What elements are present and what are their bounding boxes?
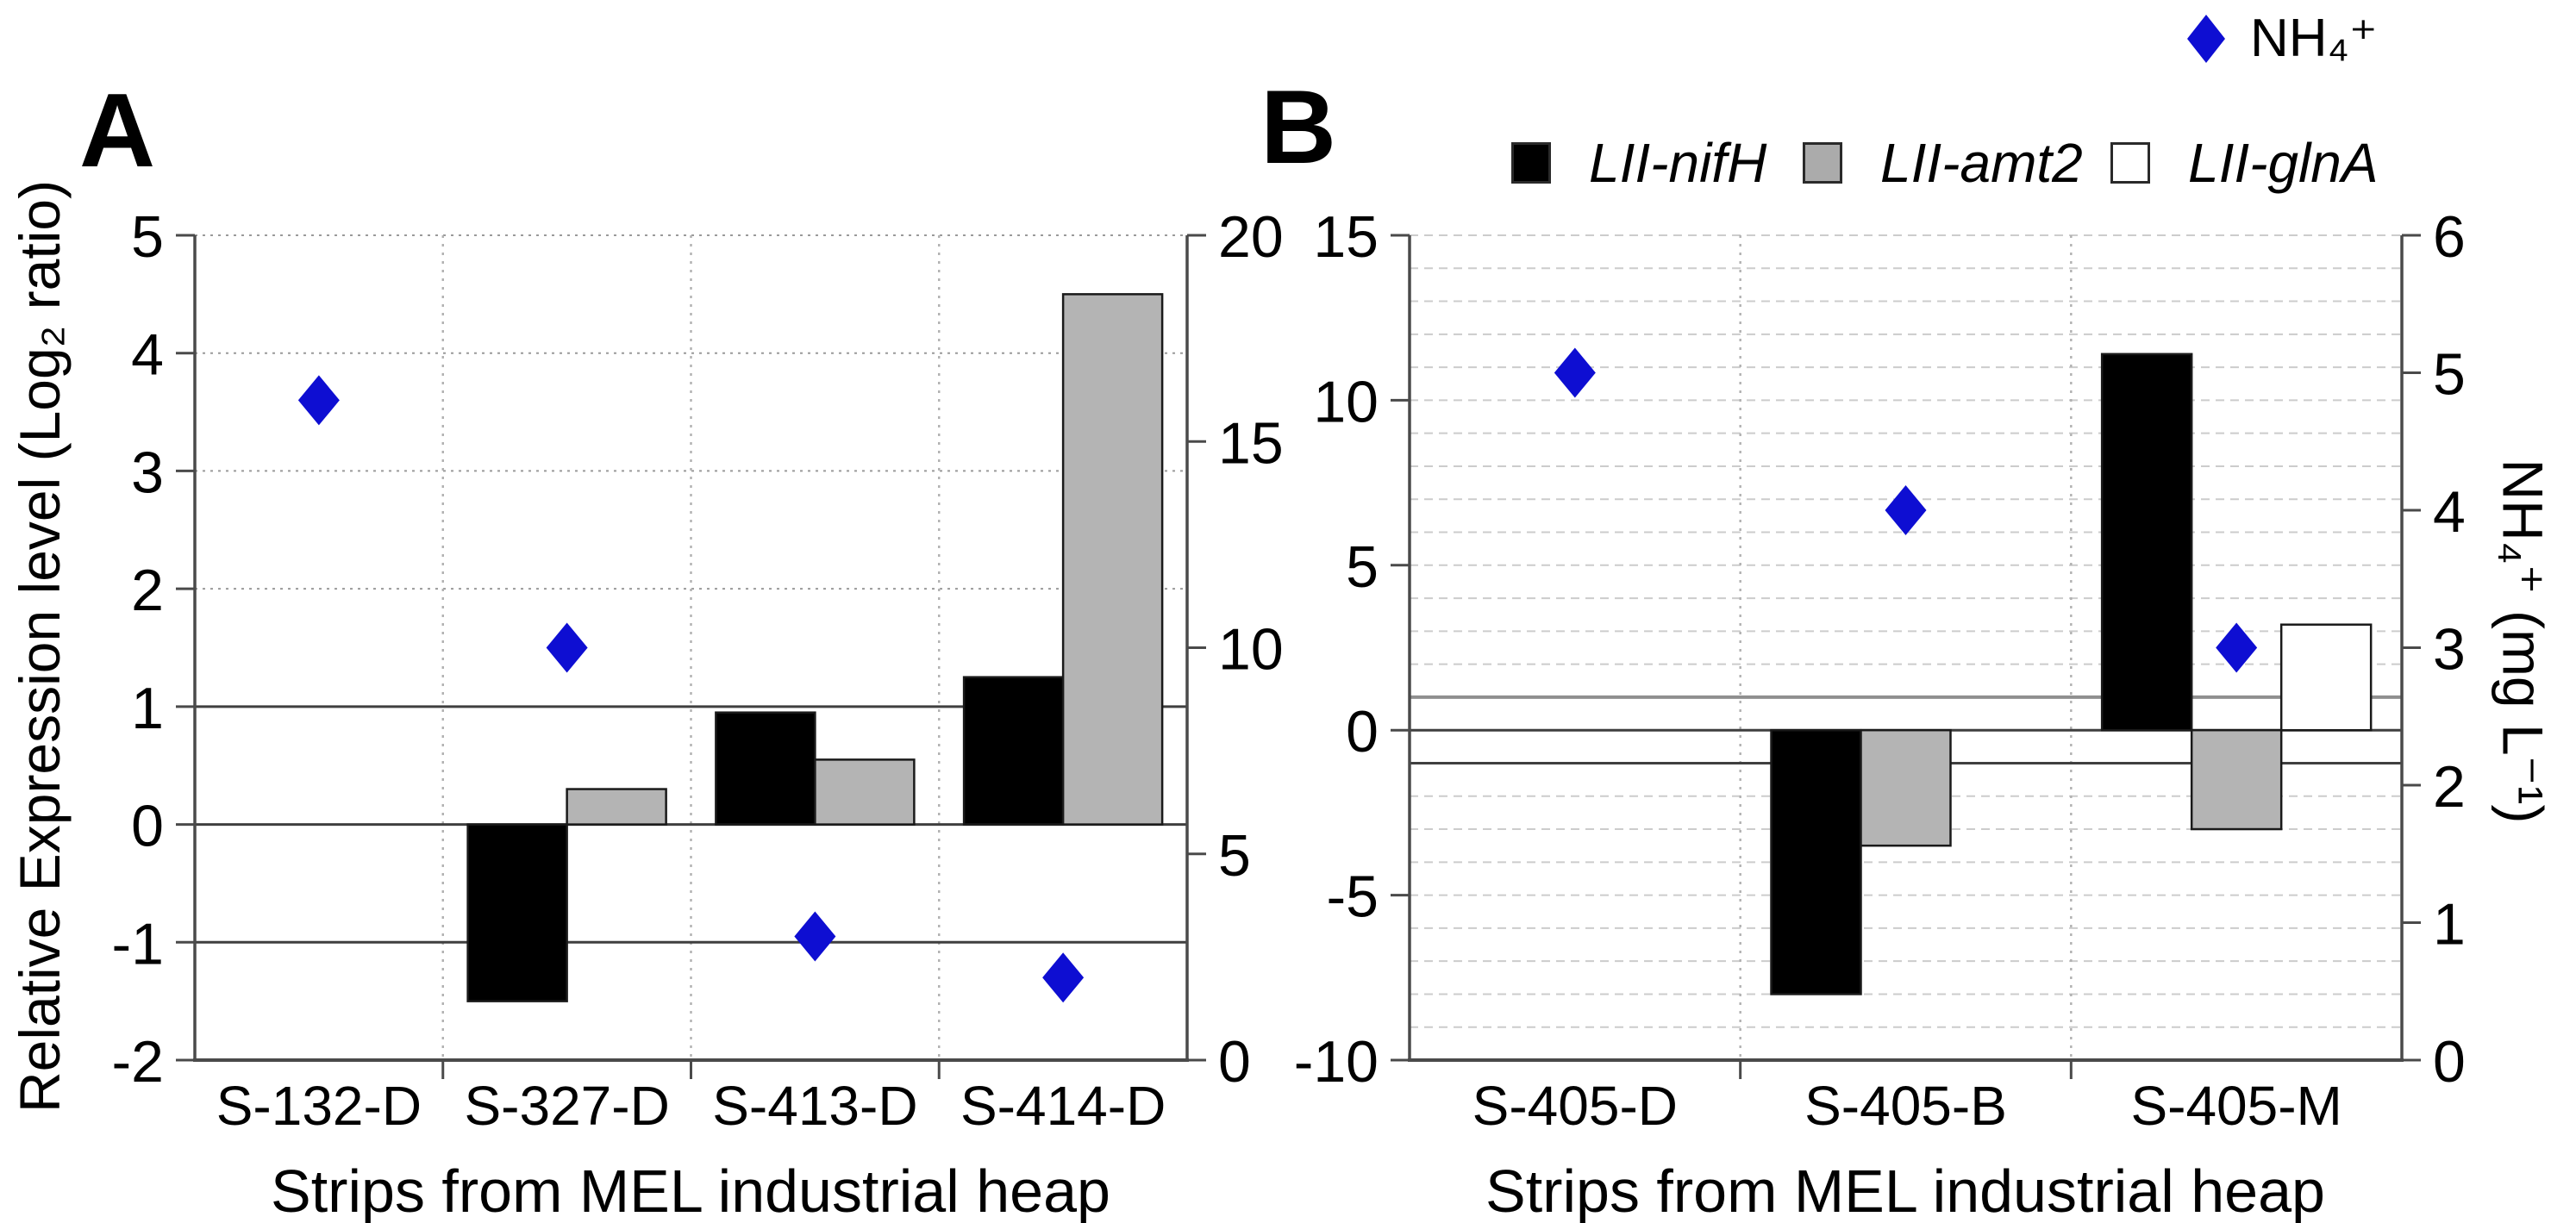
legend-nh4: NH₄⁺ [2185,12,2378,66]
left-tick-label: -5 [1327,864,1379,930]
left-tick-label: 2 [131,558,164,623]
bar-LII-amt2-S-413-D [814,758,916,826]
category-label-S-405-D: S-405-D [1472,1075,1678,1137]
category-label-S-327-D: S-327-D [464,1075,669,1137]
left-tick-label: 15 [1313,204,1379,270]
glna-swatch-icon [2110,142,2150,184]
legend-nh4-label: NH₄⁺ [2250,9,2378,68]
left-tick-label: 1 [131,676,164,741]
bar-LII-amt2-S-405-M [2190,728,2283,831]
right-tick-label: 10 [1218,617,1284,683]
right-tick-label: 5 [1218,823,1251,889]
nifh-swatch-icon [1511,142,1551,184]
x-axis-title-panel-b: Strips from MEL industrial heap [1485,1157,2325,1223]
bar-LII-nifH-S-413-D [715,711,816,826]
legend-item-glna: LII-glnA [2110,135,2379,190]
left-tick-label: 0 [131,794,164,859]
left-tick-label: 5 [131,204,164,270]
bar-LII-nifH-S-405-M [2100,353,2193,732]
bar-LII-amt2-S-405-B [1860,728,1952,847]
category-label-S-132-D: S-132-D [216,1075,422,1137]
amt2-swatch-icon [1803,142,1842,184]
bar-LII-nifH-S-327-D [466,823,568,1002]
nh4-point-S-405-M [2216,622,2258,673]
legend-nifh-label: LII-nifH [1589,132,1767,194]
right-tick-label: 2 [2433,754,2466,820]
nh4-point-S-405-D [1554,347,1596,398]
right-tick-label: 1 [2433,892,2466,958]
left-tick-label: -1 [112,911,164,977]
legend-glna-label: LII-glnA [2188,132,2379,194]
category-label-S-413-D: S-413-D [712,1075,917,1137]
left-y-axis-title: Relative Expression level (Log₂ ratio) [8,179,72,1114]
nh4-point-S-414-D [1042,952,1085,1003]
nh4-point-S-132-D [297,375,340,426]
bar-LII-amt2-S-327-D [566,788,667,826]
bar-LII-amt2-S-414-D [1061,293,1164,826]
right-tick-label: 3 [2433,617,2466,683]
left-tick-label: 0 [1346,699,1379,764]
legend-item-amt2: LII-amt2 [1803,135,2083,190]
left-tick-label: 5 [1346,534,1379,600]
panel-a-letter: A [79,72,156,189]
legend-item-nifh: LII-nifH [1511,135,1766,190]
bar-LII-nifH-S-414-D [962,676,1065,826]
panel-b-letter: B [1260,68,1337,185]
category-label-S-405-M: S-405-M [2130,1075,2342,1137]
nh4-diamond-icon [2187,15,2225,63]
nh4-point-S-327-D [546,622,588,673]
left-tick-label: 3 [131,440,164,505]
nh4-point-S-413-D [794,911,836,962]
bar-LII-nifH-S-405-B [1770,728,1862,995]
right-tick-label: 4 [2433,479,2466,545]
left-tick-label: 10 [1313,369,1379,434]
left-tick-label: -2 [112,1029,164,1095]
right-tick-label: 20 [1218,204,1284,270]
category-label-S-414-D: S-414-D [960,1075,1166,1137]
legend-amt2-label: LII-amt2 [1880,132,2083,194]
category-label-S-405-B: S-405-B [1804,1075,2007,1137]
x-axis-title-panel-a: Strips from MEL industrial heap [271,1157,1110,1223]
nh4-point-S-405-B [1885,485,1927,535]
right-tick-label: 0 [1218,1029,1251,1095]
right-tick-label: 15 [1218,410,1284,476]
bar-LII-glnA-S-405-M [2279,623,2373,732]
left-tick-label: -10 [1294,1029,1379,1095]
right-tick-label: 6 [2433,204,2466,270]
right-y-axis-title: NH₄⁺ (mg L⁻¹) [2491,459,2555,824]
right-tick-label: 0 [2433,1029,2466,1095]
left-tick-label: 4 [131,322,164,388]
right-tick-label: 5 [2433,342,2466,408]
